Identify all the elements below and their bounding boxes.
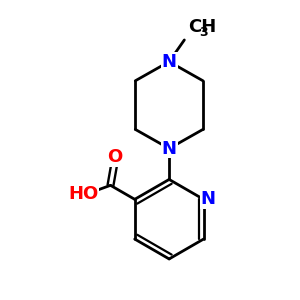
Text: O: O [107,148,122,166]
Text: N: N [162,140,177,158]
Text: 3: 3 [199,26,208,39]
Text: N: N [201,190,216,208]
Text: HO: HO [68,185,99,203]
Text: CH: CH [188,18,216,36]
Text: N: N [162,53,177,71]
